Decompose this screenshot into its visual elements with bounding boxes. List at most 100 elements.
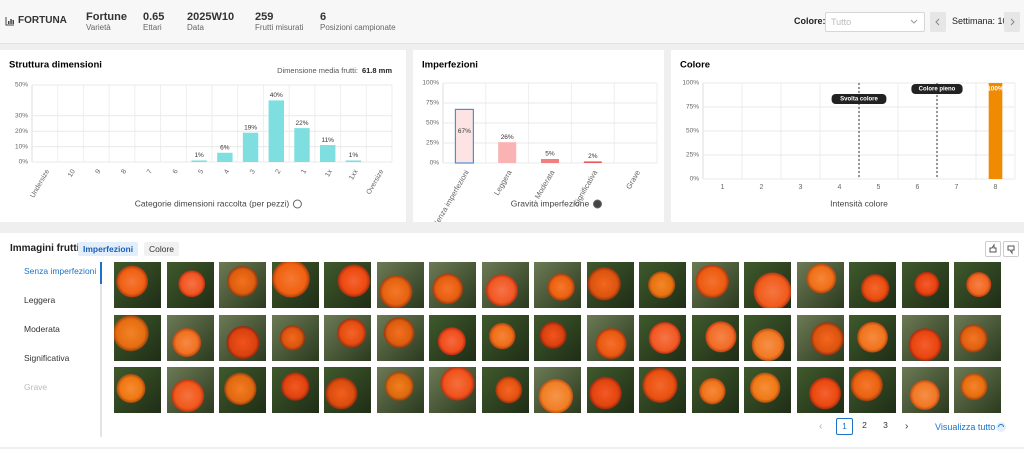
fruit-image[interactable]	[901, 367, 949, 413]
x-tick-label: 8	[994, 184, 998, 191]
fruit-image[interactable]	[954, 314, 1001, 361]
fruit-image[interactable]	[219, 314, 266, 361]
fruit-image[interactable]	[744, 262, 791, 308]
fruit-image[interactable]	[796, 262, 844, 308]
like-button[interactable]	[985, 241, 1001, 257]
fruit-image[interactable]	[481, 314, 529, 361]
fruit-image[interactable]	[954, 262, 1001, 308]
fruit-image[interactable]	[481, 367, 529, 413]
fruit-image[interactable]	[219, 262, 266, 308]
fruit-image[interactable]	[901, 262, 949, 308]
fruit-image[interactable]	[691, 314, 739, 361]
bar	[454, 108, 474, 164]
fruit-image[interactable]	[376, 314, 424, 361]
next-week[interactable]	[1004, 12, 1020, 32]
fruit-image[interactable]	[534, 314, 581, 361]
fruit-image[interactable]	[166, 314, 214, 361]
x-tick-label: 6	[916, 184, 920, 191]
fruit-image[interactable]	[114, 314, 161, 361]
x-tick-label: Undersize	[29, 168, 51, 199]
week-label: Settimana: 10	[952, 16, 1008, 26]
info-icon	[592, 199, 602, 209]
fruit-image[interactable]	[849, 314, 896, 361]
fruit-image[interactable]	[586, 367, 634, 413]
bar	[217, 152, 233, 162]
prev-week[interactable]	[930, 12, 946, 32]
fruit-image[interactable]	[796, 314, 844, 361]
fruit-image[interactable]	[639, 262, 686, 308]
fruit-image[interactable]	[744, 314, 791, 361]
x-tick-label: 8	[120, 168, 128, 175]
x-axis-label: Intensità colore	[830, 198, 888, 208]
fruit-image[interactable]	[429, 367, 476, 413]
fruit-image[interactable]	[849, 262, 896, 308]
fruit-image[interactable]	[219, 367, 266, 413]
dislike-button[interactable]	[1003, 241, 1019, 257]
fruit-image[interactable]	[429, 314, 476, 361]
fruit-image[interactable]	[586, 314, 634, 361]
fruit-image[interactable]	[796, 367, 844, 413]
fruit-image[interactable]	[166, 367, 214, 413]
fruit-image[interactable]	[534, 367, 581, 413]
value-label: 6%	[220, 144, 230, 151]
fruit-image[interactable]	[534, 262, 581, 308]
bar	[583, 161, 602, 163]
x-tick-label: 1	[300, 168, 308, 175]
fruit-image[interactable]	[324, 367, 371, 413]
refresh-icon[interactable]	[995, 421, 1007, 433]
fruit-image[interactable]	[114, 262, 161, 308]
image-category[interactable]: Grave	[24, 382, 48, 392]
header-title: FORTUNA	[18, 15, 67, 26]
tab[interactable]: Colore	[144, 242, 180, 256]
fruit-image[interactable]	[324, 262, 371, 308]
fruit-image[interactable]	[166, 262, 214, 308]
image-category[interactable]: Leggera	[24, 295, 56, 305]
value-label: 67%	[458, 128, 471, 135]
annotation-label: Colore pieno	[919, 87, 956, 93]
y-tick-label: 30%	[15, 113, 28, 120]
image-category[interactable]: Significativa	[24, 353, 70, 363]
fruit-image[interactable]	[691, 367, 739, 413]
page-number[interactable]: 3	[883, 420, 888, 430]
fruit-image[interactable]	[639, 314, 686, 361]
fruit-image[interactable]	[376, 367, 424, 413]
stat-label: Frutti misurati	[255, 23, 304, 32]
tab[interactable]: Imperfezioni	[78, 242, 139, 256]
fruit-image[interactable]	[271, 367, 319, 413]
stat-label: Ettari	[143, 23, 162, 32]
fruit-image[interactable]	[271, 314, 319, 361]
fruit-image[interactable]	[639, 367, 686, 413]
fruit-image[interactable]	[901, 314, 949, 361]
stat-value: Fortune	[86, 11, 127, 23]
image-category[interactable]: Moderata	[24, 324, 60, 334]
side-active-bar	[100, 262, 102, 284]
page-number[interactable]: 1	[836, 418, 853, 435]
fruit-image[interactable]	[376, 262, 424, 308]
fruit-image[interactable]	[429, 262, 476, 308]
fruit-image[interactable]	[114, 367, 161, 413]
bar	[498, 142, 517, 163]
fruit-image[interactable]	[586, 262, 634, 308]
stat-label: Posizioni campionate	[320, 23, 396, 32]
bar	[268, 100, 284, 162]
subtitle-value: 61.8 mm	[362, 66, 392, 75]
defects-panel: Imperfezioni 0% 25% 50% 75% 100% Senza imperfe…	[413, 50, 664, 228]
image-category[interactable]: Senza imperfezioni	[24, 266, 97, 276]
arrow	[1010, 18, 1015, 26]
x-tick-label: Senza imperfezioni	[431, 168, 471, 222]
page-number[interactable]: 2	[862, 420, 867, 430]
view-all[interactable]: Visualizza tutto	[935, 422, 996, 432]
fruit-image[interactable]	[271, 262, 319, 308]
fruit-image[interactable]	[849, 367, 896, 413]
annotation-box	[911, 84, 963, 94]
chart: Colore 0% 25% 50% 75% 100% 1 2 3 4 5 6 7 8 100% Svolta …	[680, 60, 1016, 208]
fruit-image[interactable]	[324, 314, 371, 361]
images-title: Immagini frutti	[10, 243, 80, 254]
fruit-image[interactable]	[481, 262, 529, 308]
fruit-image[interactable]	[954, 367, 1001, 413]
color-select[interactable]: Tutto	[825, 12, 925, 32]
x-tick-label: 7	[955, 184, 959, 191]
fruit-image[interactable]	[744, 367, 791, 413]
y-tick-label: 75%	[686, 104, 699, 111]
fruit-image[interactable]	[691, 262, 739, 308]
